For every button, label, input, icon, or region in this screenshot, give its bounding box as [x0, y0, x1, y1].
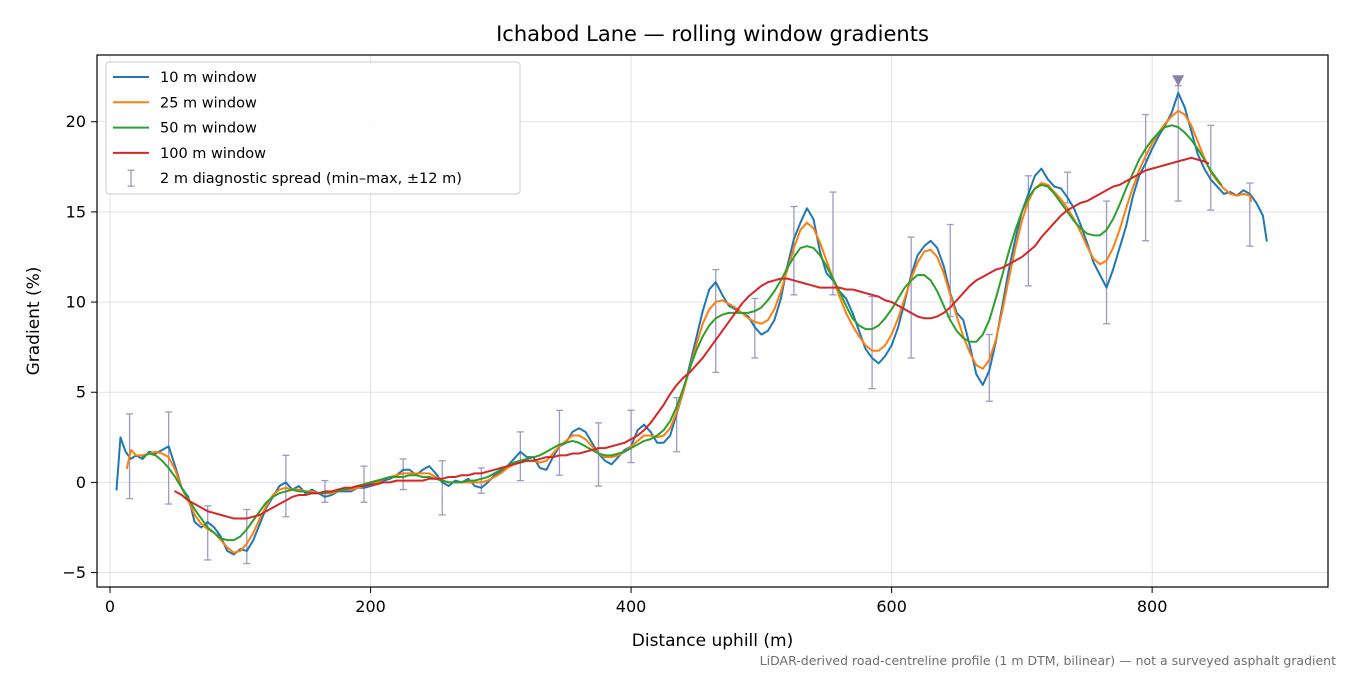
legend-item: 100 m window	[113, 146, 266, 162]
y-tick-label: −5	[62, 563, 86, 582]
footnote: LiDAR-derived road-centreline profile (1…	[760, 653, 1336, 668]
errorbar	[1207, 124, 1215, 211]
errorbar	[204, 505, 212, 561]
legend-label: 2 m diagnostic spread (min–max, ±12 m)	[160, 171, 462, 187]
errorbar	[438, 460, 446, 516]
marker-layer	[1172, 75, 1185, 87]
x-axis-ticks: 0 200 400 600 800	[105, 587, 1167, 616]
legend-label: 25 m window	[160, 95, 257, 111]
x-tick-label: 0	[105, 597, 115, 616]
legend-label: 50 m window	[160, 121, 257, 137]
plot-frame	[96, 54, 1329, 588]
errorbar	[282, 454, 290, 518]
legend-item: 10 m window	[113, 70, 257, 86]
legend-item: 25 m window	[113, 95, 257, 111]
series-layer	[115, 91, 1268, 556]
legend-box	[105, 61, 521, 195]
errorbar	[1103, 200, 1111, 325]
y-tick-label: 20	[66, 112, 86, 131]
series-line-50-m-window	[141, 124, 1223, 542]
errorbar	[555, 409, 563, 476]
errorbar	[516, 431, 524, 482]
peak-marker	[1172, 75, 1185, 87]
y-tick-label: 10	[66, 293, 86, 312]
y-tick-label: 0	[76, 473, 86, 492]
legend: 10 m window 25 m window 50 m window 100 m w…	[105, 61, 521, 195]
y-axis-ticks: −5 0 5 10 15 20	[62, 112, 97, 582]
errorbar	[477, 467, 485, 494]
x-tick-label: 200	[355, 597, 386, 616]
legend-item: 50 m window	[113, 121, 257, 137]
x-tick-label: 800	[1137, 597, 1168, 616]
series-line-100-m-window	[174, 156, 1210, 520]
errorbar	[627, 409, 635, 464]
errorbar	[712, 268, 720, 374]
errorbar	[1142, 113, 1150, 242]
y-tick-label: 15	[66, 202, 86, 221]
errorbar	[868, 296, 876, 390]
legend-item: 2 m diagnostic spread (min–max, ±12 m)	[127, 169, 462, 187]
legend-label: 10 m window	[160, 70, 257, 86]
y-tick-label: 5	[76, 383, 86, 402]
y-axis-label: Gradient (%)	[24, 267, 44, 376]
x-axis-label: Distance uphill (m)	[632, 631, 793, 651]
legend-label: 100 m window	[160, 146, 266, 162]
errorbar	[907, 236, 915, 359]
x-tick-label: 400	[616, 597, 647, 616]
x-tick-label: 600	[876, 597, 907, 616]
chart-title: Ichabod Lane — rolling window gradients	[496, 22, 929, 46]
